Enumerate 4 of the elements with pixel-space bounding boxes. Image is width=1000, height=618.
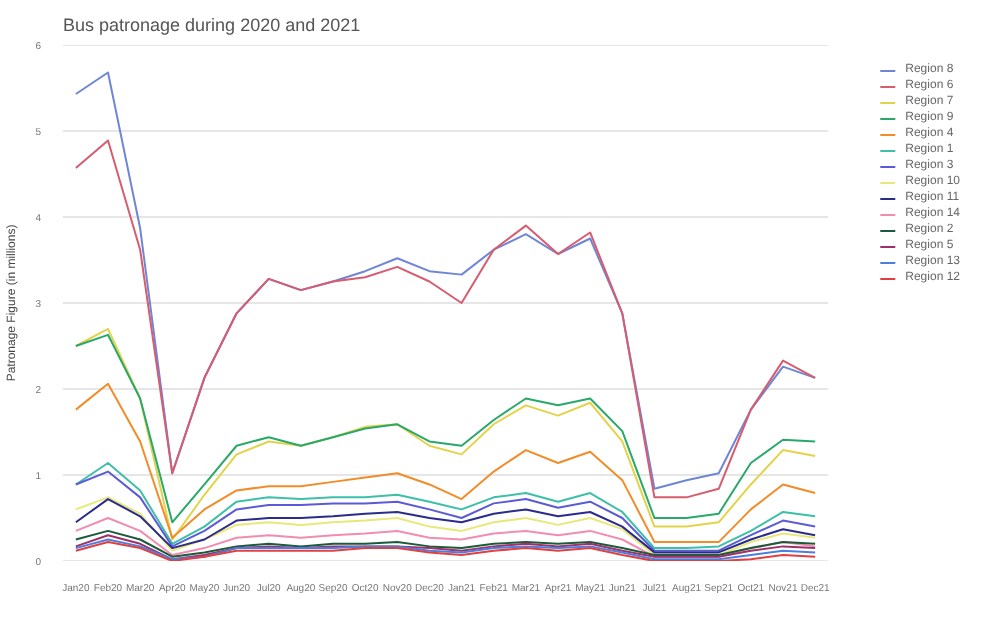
chart-title: Bus patronage during 2020 and 2021 xyxy=(63,15,361,35)
line-series xyxy=(74,529,817,558)
line-series xyxy=(74,139,817,499)
line-series xyxy=(74,382,817,544)
